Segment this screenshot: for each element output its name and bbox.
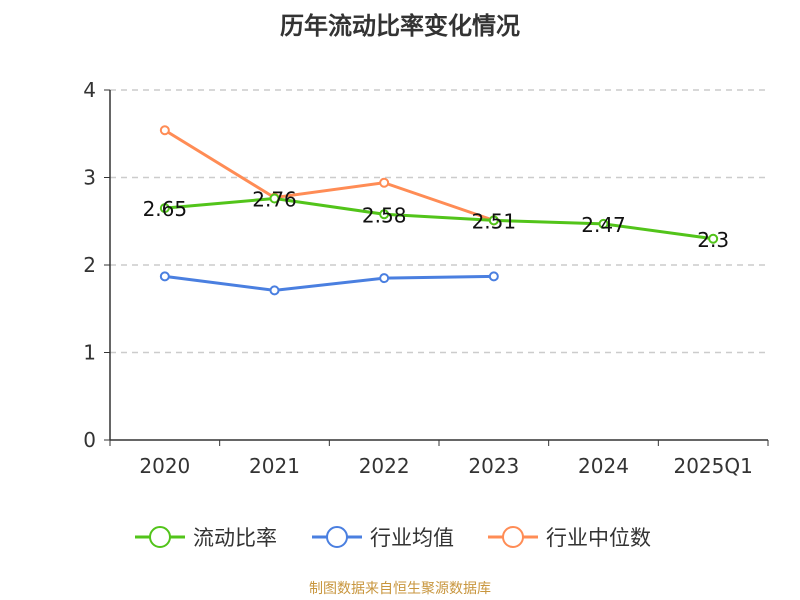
x-tick-label: 2022: [359, 454, 410, 478]
data-label: 2.51: [472, 209, 517, 233]
data-point: [269, 285, 280, 296]
x-tick-label: 2023: [468, 454, 519, 478]
legend-marker: [149, 526, 171, 548]
data-label: 2.58: [362, 203, 407, 227]
data-point: [488, 271, 499, 282]
data-point: [598, 218, 609, 229]
series-line-行业中位数: [164, 128, 495, 222]
series-line-流动比率: [164, 196, 714, 241]
data-point: [269, 193, 280, 204]
data-point: [159, 203, 170, 214]
legend-label[interactable]: 行业中位数: [546, 526, 651, 550]
legend-label[interactable]: 流动比率: [193, 526, 277, 550]
chart-title: 历年流动比率变化情况: [280, 12, 520, 40]
legend-marker: [326, 526, 348, 548]
data-point: [379, 177, 390, 188]
data-label: 2.47: [581, 213, 626, 237]
data-point: [159, 271, 170, 282]
x-tick-label: 2020: [139, 454, 190, 478]
data-label: 2.65: [143, 197, 188, 221]
series-line-行业均值: [164, 274, 494, 292]
source-note: 制图数据来自恒生聚源数据库: [309, 581, 491, 597]
data-label: 2.76: [252, 188, 297, 212]
data-point: [379, 209, 390, 220]
y-tick-label: 4: [83, 78, 96, 102]
data-point: [708, 233, 719, 244]
y-tick-label: 1: [83, 341, 96, 365]
data-point: [379, 273, 390, 284]
y-tick-label: 0: [83, 428, 96, 452]
legend-marker: [502, 526, 524, 548]
data-label: 2.3: [697, 228, 729, 252]
x-tick-label: 2021: [249, 454, 300, 478]
y-tick-label: 3: [83, 166, 96, 190]
data-point: [159, 125, 170, 136]
x-tick-label: 2024: [578, 454, 629, 478]
x-tick-label: 2025Q1: [673, 454, 752, 478]
data-point: [488, 215, 499, 226]
y-tick-label: 2: [83, 253, 96, 277]
legend-label[interactable]: 行业均值: [370, 526, 454, 550]
